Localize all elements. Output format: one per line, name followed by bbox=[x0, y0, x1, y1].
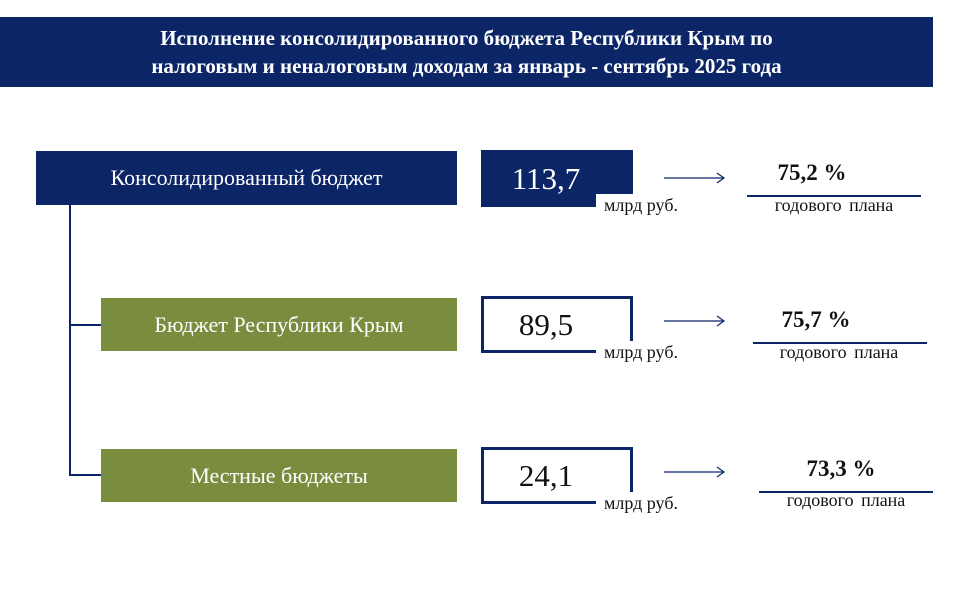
unit-label: млрд руб. bbox=[596, 341, 682, 363]
percent-value: 75,2 % bbox=[777, 160, 847, 185]
unit-label: млрд руб. bbox=[596, 492, 682, 514]
plan-label: годового плана bbox=[774, 195, 894, 215]
category-local-budgets: Местные бюджеты bbox=[101, 449, 457, 502]
value-box: 24,1 bbox=[481, 447, 633, 504]
tree-connector-branch-2 bbox=[69, 474, 101, 476]
plan-label: годового плана bbox=[779, 342, 899, 362]
arrow-right-icon bbox=[664, 315, 726, 327]
value-box: 113,7 bbox=[481, 150, 633, 207]
arrow-right-icon bbox=[664, 466, 726, 478]
category-label: Местные бюджеты bbox=[190, 462, 368, 488]
tree-connector-branch-1 bbox=[69, 324, 101, 326]
fraction-rule bbox=[759, 491, 933, 493]
value-text: 113,7 bbox=[511, 160, 581, 196]
fraction-rule bbox=[747, 195, 921, 197]
category-label: Бюджет Республики Крым bbox=[154, 311, 404, 337]
percent-value: 73,3 % bbox=[806, 456, 876, 481]
arrow-right-icon bbox=[664, 172, 726, 184]
category-republic-budget: Бюджет Республики Крым bbox=[101, 298, 457, 351]
plan-label: годового плана bbox=[786, 490, 906, 510]
value-text: 24,1 bbox=[518, 457, 574, 493]
tree-connector-vertical bbox=[69, 205, 71, 476]
category-consolidated-budget: Консолидированный бюджет bbox=[36, 151, 457, 205]
value-box: 89,5 bbox=[481, 296, 633, 353]
title-line-2: налоговым и неналоговым доходам за январ… bbox=[151, 54, 782, 78]
fraction-rule bbox=[753, 342, 927, 344]
title-banner: Исполнение консолидированного бюджета Ре… bbox=[0, 17, 933, 87]
unit-label: млрд руб. bbox=[596, 194, 682, 216]
value-text: 89,5 bbox=[518, 306, 574, 342]
category-label: Консолидированный бюджет bbox=[110, 165, 383, 190]
percent-value: 75,7 % bbox=[781, 307, 851, 332]
title-line-1: Исполнение консолидированного бюджета Ре… bbox=[160, 26, 773, 50]
